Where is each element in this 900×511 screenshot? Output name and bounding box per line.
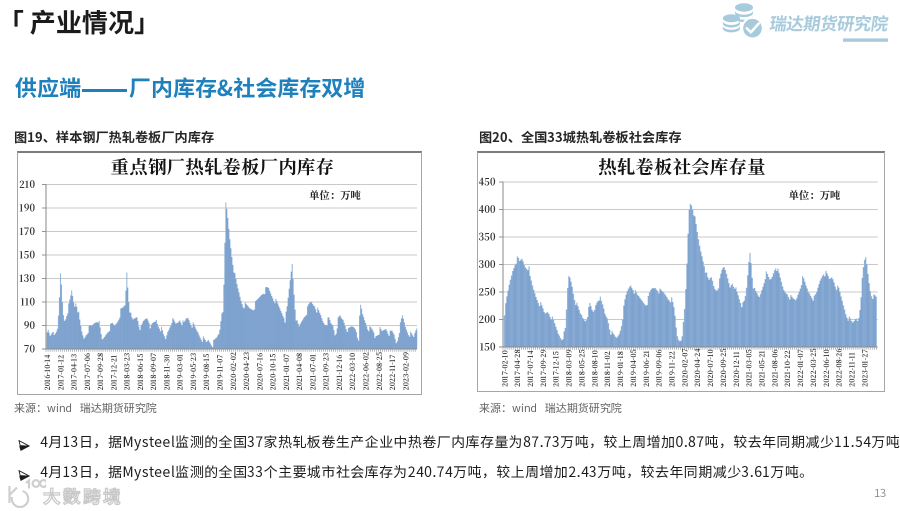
svg-text:2020-09-25: 2020-09-25	[719, 349, 729, 387]
svg-text:2019-03-01: 2019-03-01	[176, 354, 186, 391]
svg-text:2017-12-15: 2017-12-15	[552, 351, 562, 387]
svg-text:2020-10-15: 2020-10-15	[269, 354, 279, 391]
svg-text:2020-04-24: 2020-04-24	[693, 349, 703, 387]
svg-text:2022-06-02: 2022-06-02	[361, 351, 371, 390]
svg-text:2019-08-15: 2019-08-15	[202, 354, 212, 391]
svg-text:2017-02-10: 2017-02-10	[500, 350, 510, 387]
svg-text:2017-07-14: 2017-07-14	[526, 350, 536, 387]
svg-text:170: 170	[19, 224, 36, 238]
svg-text:2017-07-06: 2017-07-06	[83, 353, 93, 390]
svg-text:2017-04-13: 2017-04-13	[70, 354, 80, 391]
svg-text:2022-01-07: 2022-01-07	[796, 350, 806, 388]
svg-text:2016-10-14: 2016-10-14	[43, 355, 53, 391]
svg-text:2022-11-11: 2022-11-11	[848, 352, 858, 387]
svg-text:210: 210	[19, 177, 36, 191]
svg-text:2018-06-15: 2018-06-15	[136, 354, 146, 391]
svg-text:2020-07-10: 2020-07-10	[706, 350, 716, 387]
svg-text:2021-10-22: 2021-10-22	[783, 350, 793, 387]
svg-text:2018-11-02: 2018-11-02	[603, 350, 613, 387]
svg-text:190: 190	[19, 200, 36, 214]
svg-text:2020-12-11: 2020-12-11	[732, 351, 742, 387]
svg-text:2018-03-23: 2018-03-23	[123, 353, 133, 391]
svg-text:2020-07-16: 2020-07-16	[255, 353, 265, 391]
svg-text:2021-05-21: 2021-05-21	[758, 350, 768, 387]
svg-text:2022-08-26: 2022-08-26	[835, 349, 845, 387]
svg-text:2021-01-07: 2021-01-07	[282, 354, 292, 391]
svg-text:2022-11-17: 2022-11-17	[388, 355, 398, 391]
svg-text:2018-05-25: 2018-05-25	[577, 349, 587, 387]
svg-text:110: 110	[21, 294, 37, 308]
svg-text:400: 400	[479, 202, 497, 216]
svg-text:300: 300	[479, 257, 497, 271]
svg-text:2017-09-28: 2017-09-28	[96, 353, 106, 391]
svg-text:2019-11-22: 2019-11-22	[667, 350, 677, 387]
svg-text:2020-02-07: 2020-02-07	[680, 349, 690, 387]
svg-text:2018-11-30: 2018-11-30	[162, 355, 172, 391]
svg-text:2020-02-02: 2020-02-02	[229, 351, 239, 390]
svg-text:2019-06-21: 2019-06-21	[642, 350, 652, 387]
svg-text:2021-07-01: 2021-07-01	[308, 354, 318, 391]
svg-text:2021-03-05: 2021-03-05	[745, 349, 755, 387]
svg-text:2022-03-25: 2022-03-25	[809, 349, 819, 387]
svg-text:2019-11-07: 2019-11-07	[216, 355, 226, 391]
svg-text:2017-04-28: 2017-04-28	[513, 350, 523, 388]
svg-text:70: 70	[24, 341, 37, 355]
svg-text:200: 200	[479, 312, 497, 326]
svg-text:2018-03-09: 2018-03-09	[565, 349, 575, 387]
svg-text:热轧卷板社会库存量: 热轧卷板社会库存量	[598, 154, 766, 180]
svg-text:2022-03-10: 2022-03-10	[348, 353, 358, 391]
svg-text:2019-05-23: 2019-05-23	[189, 353, 199, 391]
svg-text:250: 250	[479, 284, 497, 298]
svg-text:2021-09-23: 2021-09-23	[322, 353, 332, 391]
svg-text:2019-01-18: 2019-01-18	[616, 351, 626, 387]
svg-text:2021-12-16: 2021-12-16	[335, 355, 345, 391]
svg-text:2017-12-21: 2017-12-21	[109, 355, 119, 391]
svg-text:2023-02-09: 2023-02-09	[401, 352, 411, 390]
svg-text:2019-09-06: 2019-09-06	[655, 349, 665, 387]
svg-text:450: 450	[479, 174, 497, 188]
svg-text:瑞达期货研究院: 瑞达期货研究院	[768, 11, 891, 36]
svg-text:2017-01-12: 2017-01-12	[56, 354, 66, 391]
svg-text:150: 150	[19, 247, 36, 261]
svg-text:2018-09-07: 2018-09-07	[149, 353, 159, 391]
svg-text:2021-08-06: 2021-08-06	[770, 349, 780, 387]
svg-text:90: 90	[24, 318, 37, 332]
svg-text:150: 150	[480, 339, 497, 353]
svg-text:2022-06-10: 2022-06-10	[822, 349, 832, 387]
svg-text:2022-08-25: 2022-08-25	[375, 352, 385, 390]
svg-text:重点钢厂热轧卷板厂内库存: 重点钢厂热轧卷板厂内库存	[111, 154, 335, 180]
svg-text:单位：万吨: 单位：万吨	[789, 187, 841, 202]
svg-text:130: 130	[19, 271, 36, 285]
svg-text:2021-04-08: 2021-04-08	[295, 353, 305, 391]
svg-text:2017-09-29: 2017-09-29	[539, 349, 549, 387]
svg-text:2020-04-23: 2020-04-23	[242, 352, 252, 390]
svg-text:350: 350	[479, 229, 497, 243]
svg-text:单位：万吨: 单位：万吨	[309, 187, 361, 202]
svg-text:2023-01-27: 2023-01-27	[860, 350, 870, 388]
svg-text:2018-08-10: 2018-08-10	[590, 350, 600, 387]
svg-text:2019-04-05: 2019-04-05	[629, 349, 639, 387]
